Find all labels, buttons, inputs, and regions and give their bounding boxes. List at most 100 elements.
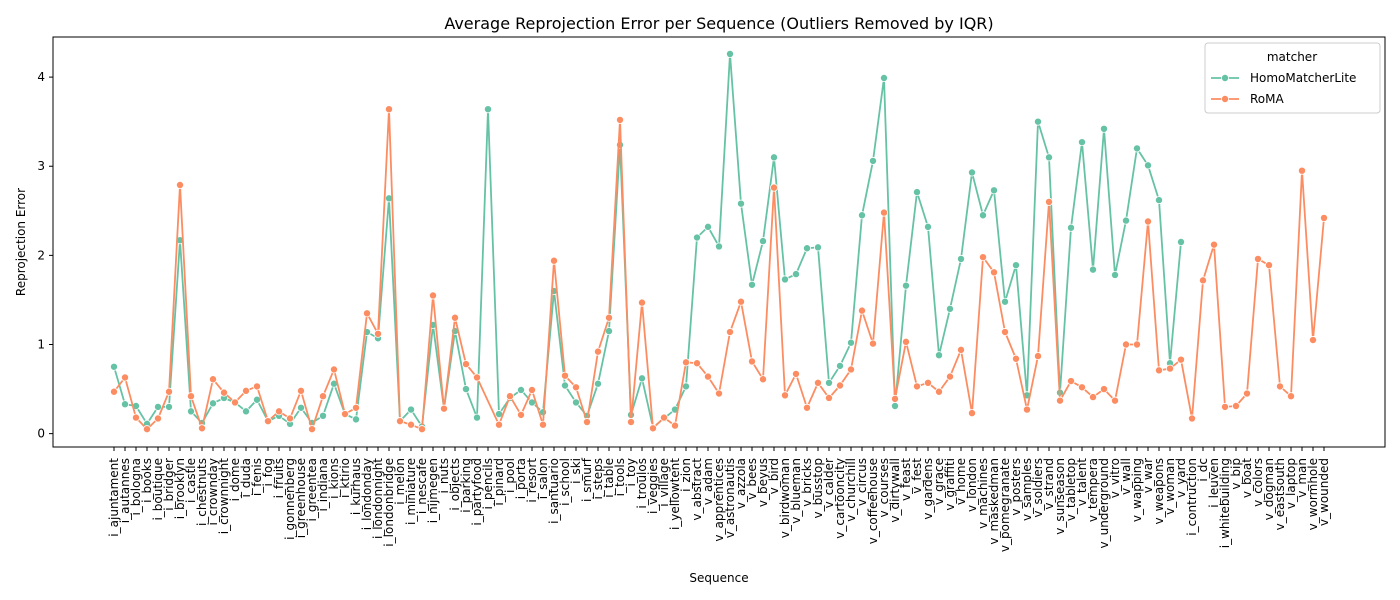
x-tick-label: v_posters: [1009, 458, 1023, 516]
data-point: [1254, 254, 1263, 263]
x-tick-label: v_adam: [701, 458, 715, 505]
x-tick-label: v_coffeehouse: [866, 458, 880, 544]
data-point: [693, 359, 702, 368]
legend-label: HomoMatcherLite: [1250, 71, 1356, 85]
x-tick-label: v_fest: [910, 458, 924, 494]
data-point: [649, 424, 658, 433]
data-point: [186, 392, 195, 401]
data-point: [792, 369, 801, 378]
data-point: [1320, 213, 1329, 222]
x-tick-label: v_underground: [1097, 458, 1111, 549]
data-point: [638, 374, 647, 383]
x-tick-label: i_whitebuilding: [1218, 458, 1232, 548]
y-axis-label: Reprojection Error: [14, 188, 28, 296]
x-tick-label: v_dogman: [1262, 458, 1276, 520]
x-tick-label: v_boat: [1240, 458, 1254, 498]
x-tick-label: i_salon: [536, 458, 550, 499]
x-tick-label: i_bridger: [162, 458, 176, 511]
data-point: [616, 115, 625, 124]
data-point: [1298, 166, 1307, 175]
x-tick-label: i_dc: [1196, 458, 1210, 482]
data-point: [1078, 138, 1087, 147]
x-tick-label: i_gonnenberg: [283, 458, 297, 540]
data-point: [704, 222, 713, 231]
data-point: [627, 418, 636, 427]
x-tick-label: i_steps: [591, 458, 605, 500]
data-point: [494, 420, 503, 429]
x-tick-label: v_vitro: [1108, 458, 1122, 498]
data-point: [957, 254, 966, 263]
x-tick-label: i_pinard: [492, 458, 506, 506]
data-point: [528, 385, 537, 394]
data-point: [561, 381, 570, 390]
data-point: [351, 403, 360, 412]
data-point: [1089, 393, 1098, 402]
data-point: [913, 188, 922, 197]
data-point: [847, 365, 856, 374]
data-point: [1177, 355, 1186, 364]
x-tick-label: v_eastsouth: [1273, 458, 1287, 530]
data-point: [241, 386, 250, 395]
x-tick-label: i_brooklyn: [173, 458, 187, 519]
data-point: [1309, 336, 1318, 345]
data-point: [1056, 396, 1065, 405]
x-tick-label: v_busstop: [811, 458, 825, 519]
data-point: [594, 379, 603, 388]
y-tick-label: 0: [37, 427, 45, 441]
data-point: [704, 372, 713, 381]
data-point: [241, 407, 250, 416]
x-tick-label: i_kions: [327, 458, 341, 499]
y-axis: 0 1 2 3 4: [37, 70, 53, 441]
data-point: [715, 242, 724, 251]
x-tick-label: i_greenhouse: [294, 458, 308, 538]
x-tick-label: i_castle: [184, 458, 198, 503]
data-point: [1177, 237, 1186, 246]
data-point: [1122, 216, 1131, 225]
x-tick-label: i_yellowtent: [668, 458, 682, 530]
data-point: [406, 420, 415, 429]
y-tick-label: 4: [37, 70, 45, 84]
x-tick-label: i_nijmegen: [426, 458, 440, 523]
data-point: [660, 413, 669, 422]
data-point: [1045, 197, 1054, 206]
data-point: [946, 372, 955, 381]
data-point: [759, 375, 768, 384]
x-tick-label: v_calder: [822, 458, 836, 508]
x-tick-label: v_abstract: [690, 458, 704, 521]
data-point: [891, 401, 900, 410]
data-point: [186, 407, 195, 416]
data-point: [1012, 354, 1021, 363]
data-point: [847, 338, 856, 347]
data-point: [517, 410, 526, 419]
x-tick-label: i_ski: [569, 458, 583, 484]
x-tick-label: v_london: [965, 458, 979, 512]
y-tick-label: 1: [37, 338, 45, 352]
data-point: [505, 392, 514, 401]
data-point: [759, 237, 768, 246]
x-tick-label: i_tools: [613, 458, 627, 496]
x-tick-label: i_londonday: [360, 458, 374, 530]
data-point: [340, 410, 349, 419]
data-point: [572, 398, 581, 407]
data-point: [517, 385, 526, 394]
data-point: [803, 244, 812, 253]
data-point: [1210, 240, 1219, 249]
x-tick-label: v_home: [954, 458, 968, 505]
x-tick-label: i_greentea: [305, 458, 319, 521]
data-point: [748, 280, 757, 289]
x-tick-label: i_objects: [448, 458, 462, 511]
x-tick-label: i_veggies: [646, 458, 660, 514]
x-tick-label: v_colors: [1251, 458, 1265, 507]
legend-swatch-marker: [1221, 95, 1230, 104]
data-point: [726, 49, 735, 58]
legend-label: RoMA: [1250, 92, 1284, 106]
chart-title: Average Reprojection Error per Sequence …: [444, 14, 993, 33]
x-tick-label: i_porta: [514, 458, 528, 499]
data-point: [990, 186, 999, 195]
data-point: [605, 327, 614, 336]
data-point: [858, 211, 867, 220]
data-point: [395, 417, 404, 426]
x-tick-label: i_fruits: [272, 458, 286, 498]
y-tick-label: 3: [37, 159, 45, 173]
data-point: [1276, 382, 1285, 391]
